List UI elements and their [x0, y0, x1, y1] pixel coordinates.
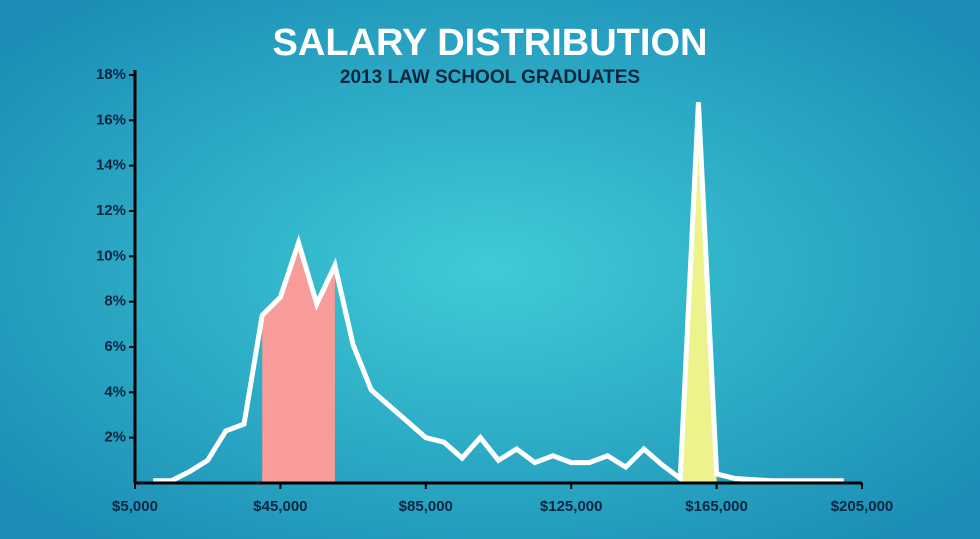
x-tick-label: $205,000: [831, 498, 894, 515]
highlight-band: [262, 242, 335, 483]
y-tick-label: 14%: [96, 157, 126, 174]
y-tick-label: 6%: [104, 338, 126, 355]
x-tick-label: $165,000: [685, 498, 748, 515]
y-tick-label: 2%: [104, 429, 126, 446]
y-tick-label: 4%: [104, 383, 126, 400]
salary-line: [153, 102, 844, 484]
x-tick-label: $85,000: [399, 498, 453, 515]
y-tick-label: 12%: [96, 202, 126, 219]
x-tick-label: $125,000: [540, 498, 603, 515]
y-tick-label: 18%: [96, 66, 126, 83]
x-tick-label: $5,000: [112, 498, 158, 515]
y-tick-label: 10%: [96, 247, 126, 264]
x-tick-label: $45,000: [253, 498, 307, 515]
highlight-band: [680, 102, 717, 483]
y-tick-label: 8%: [104, 293, 126, 310]
chart-subtitle: 2013 LAW SCHOOL GRADUATES: [340, 67, 640, 88]
y-tick-label: 16%: [96, 111, 126, 128]
chart-title: SALARY DISTRIBUTION: [273, 22, 708, 64]
